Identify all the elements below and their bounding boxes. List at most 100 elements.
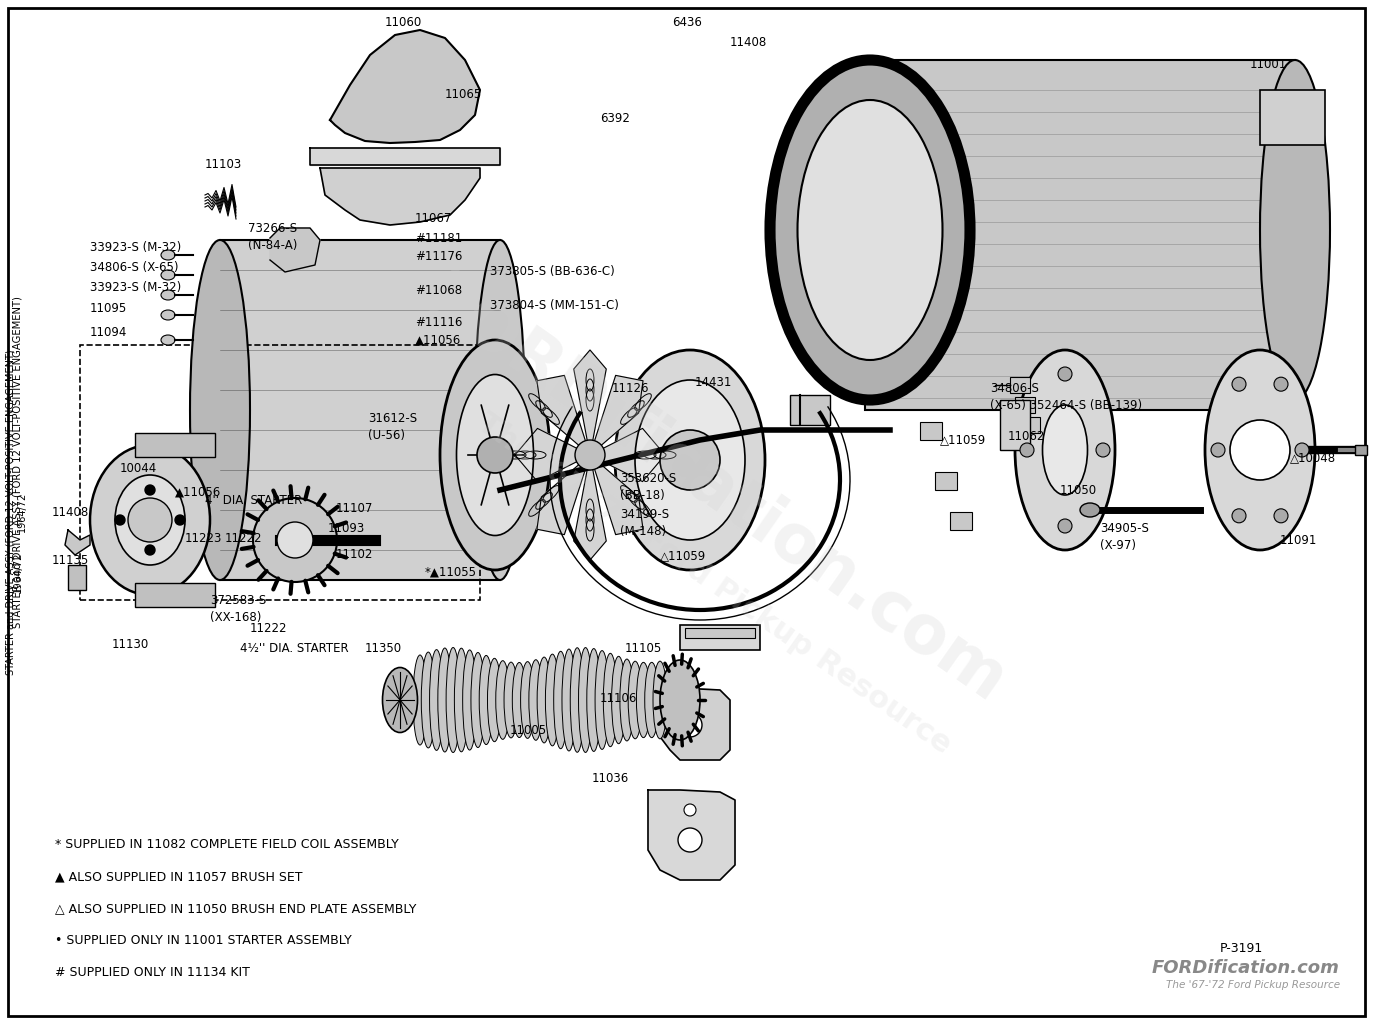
Polygon shape [537, 455, 590, 535]
Circle shape [277, 522, 313, 558]
Circle shape [1232, 509, 1247, 523]
Ellipse shape [512, 663, 526, 737]
Polygon shape [574, 350, 607, 455]
Text: * SUPPLIED IN 11082 COMPLETE FIELD COIL ASSEMBLY: * SUPPLIED IN 11082 COMPLETE FIELD COIL … [55, 839, 398, 852]
Text: 11106: 11106 [600, 691, 637, 705]
Text: STARTER and DRIVE ASSY (FORD 12 VOLT-POSITIVE ENGAGEMENT)
1964/72: STARTER and DRIVE ASSY (FORD 12 VOLT-POS… [5, 349, 27, 675]
Text: (X-65) 352464-S (BB-139): (X-65) 352464-S (BB-139) [990, 399, 1142, 413]
Ellipse shape [615, 350, 765, 570]
Circle shape [660, 430, 719, 490]
Circle shape [575, 440, 605, 470]
Bar [1260, 90, 1325, 145]
Circle shape [1230, 420, 1291, 480]
Text: 11067: 11067 [415, 212, 452, 224]
Text: 373805-S (BB-636-C): 373805-S (BB-636-C) [490, 265, 615, 279]
Ellipse shape [161, 270, 174, 280]
Text: • SUPPLIED ONLY IN 11001 STARTER ASSEMBLY: • SUPPLIED ONLY IN 11001 STARTER ASSEMBL… [55, 935, 351, 947]
Ellipse shape [629, 662, 643, 738]
Polygon shape [65, 530, 91, 555]
Polygon shape [590, 376, 643, 455]
Text: # SUPPLIED ONLY IN 11134 KIT: # SUPPLIED ONLY IN 11134 KIT [55, 967, 250, 980]
Text: 11060: 11060 [384, 15, 423, 29]
Text: 11126: 11126 [612, 382, 649, 394]
Text: 31612-S: 31612-S [368, 412, 417, 425]
Ellipse shape [422, 652, 435, 748]
Polygon shape [537, 376, 590, 455]
Text: 11130: 11130 [113, 639, 150, 651]
Text: (U-56): (U-56) [368, 428, 405, 441]
Circle shape [1096, 443, 1109, 457]
Ellipse shape [463, 650, 476, 750]
Ellipse shape [161, 290, 174, 300]
Bar [685, 628, 755, 638]
Text: ▲11056: ▲11056 [415, 334, 461, 346]
Ellipse shape [496, 660, 509, 739]
Text: 11094: 11094 [91, 326, 128, 339]
Ellipse shape [520, 662, 534, 738]
Text: 1964/72: 1964/72 [12, 551, 23, 593]
Text: 11135: 11135 [52, 554, 89, 566]
Circle shape [1059, 519, 1072, 534]
Ellipse shape [439, 340, 551, 570]
Text: 4½'' DIA. STARTER: 4½'' DIA. STARTER [240, 641, 349, 654]
Text: *▲11055: *▲11055 [426, 565, 476, 579]
Ellipse shape [189, 240, 250, 580]
Text: 11223: 11223 [185, 531, 222, 545]
Ellipse shape [645, 663, 659, 737]
Text: 11091: 11091 [1280, 534, 1317, 547]
Bar [1011, 377, 1030, 393]
Ellipse shape [770, 60, 969, 400]
Bar [680, 625, 761, 650]
Circle shape [174, 515, 185, 525]
Text: 11102: 11102 [336, 549, 373, 561]
Circle shape [128, 498, 172, 542]
Text: 11350: 11350 [365, 641, 402, 654]
Circle shape [678, 828, 702, 852]
Text: △ ALSO SUPPLIED IN 11050 BRUSH END PLATE ASSEMBLY: △ ALSO SUPPLIED IN 11050 BRUSH END PLATE… [55, 902, 416, 915]
Text: ▲ ALSO SUPPLIED IN 11057 BRUSH SET: ▲ ALSO SUPPLIED IN 11057 BRUSH SET [55, 870, 302, 884]
Text: 33923-S (M-32): 33923-S (M-32) [91, 282, 181, 295]
Bar [789, 395, 831, 425]
Ellipse shape [471, 652, 485, 748]
Circle shape [476, 437, 514, 473]
Circle shape [1211, 443, 1225, 457]
Circle shape [678, 713, 702, 737]
Text: 14431: 14431 [695, 376, 732, 388]
Ellipse shape [611, 656, 626, 743]
Text: 11050: 11050 [1060, 483, 1097, 497]
Bar [1015, 397, 1035, 413]
Bar [1355, 445, 1368, 455]
Bar [135, 583, 216, 607]
Bar [935, 472, 957, 490]
Text: FORDification.com: FORDification.com [411, 265, 1017, 718]
Ellipse shape [595, 650, 610, 750]
Text: 11408: 11408 [730, 36, 768, 48]
Ellipse shape [115, 475, 185, 565]
Ellipse shape [586, 648, 601, 752]
Text: 11065: 11065 [445, 88, 482, 101]
Polygon shape [655, 680, 730, 760]
Circle shape [115, 515, 125, 525]
Text: 353620-S: 353620-S [621, 471, 677, 484]
Polygon shape [330, 30, 481, 143]
Text: FORDification.com: FORDification.com [1152, 959, 1340, 977]
Ellipse shape [798, 100, 942, 360]
Text: #11181: #11181 [415, 231, 463, 245]
Text: 34806-S (X-65): 34806-S (X-65) [91, 261, 178, 274]
Ellipse shape [1081, 503, 1100, 517]
Text: 11062: 11062 [1008, 429, 1045, 442]
Ellipse shape [660, 660, 700, 740]
Ellipse shape [537, 657, 551, 742]
Text: 6436: 6436 [671, 15, 702, 29]
Text: (N-84-A): (N-84-A) [249, 239, 298, 252]
Ellipse shape [562, 649, 575, 751]
Ellipse shape [479, 655, 493, 744]
Ellipse shape [529, 659, 542, 740]
Text: (XX-168): (XX-168) [210, 611, 261, 625]
Bar [135, 433, 216, 457]
Polygon shape [590, 428, 665, 481]
Text: 33923-S (M-32): 33923-S (M-32) [91, 242, 181, 255]
Ellipse shape [454, 648, 468, 752]
Ellipse shape [383, 668, 417, 732]
Text: (X-97): (X-97) [1100, 539, 1135, 552]
